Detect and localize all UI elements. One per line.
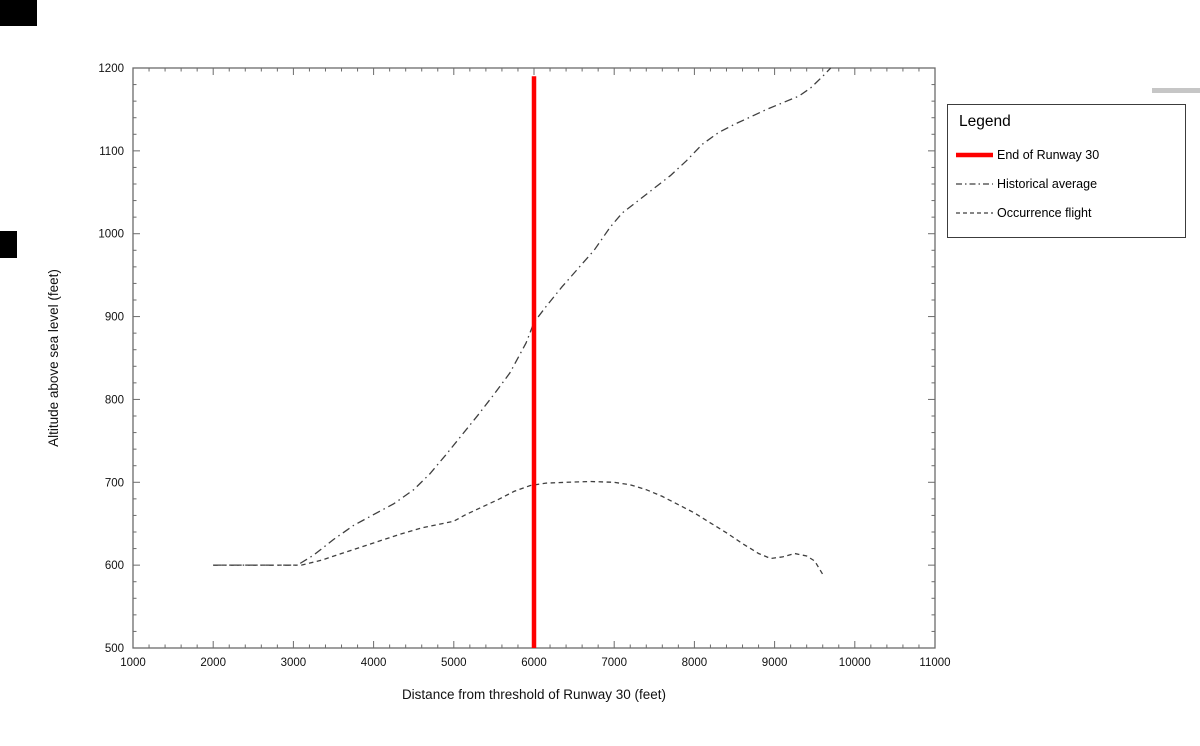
svg-text:800: 800 [105,394,124,406]
svg-text:600: 600 [105,560,124,572]
svg-text:700: 700 [105,477,124,489]
svg-text:1200: 1200 [98,63,124,75]
scan-artifact-left-edge [0,231,17,258]
svg-text:1000: 1000 [98,229,124,241]
x-tick-labels: 1000 2000 3000 4000 5000 6000 7000 8000 9000 1000… [120,657,950,669]
svg-text:5000: 5000 [441,657,467,669]
legend-label-occurrence-flight: Occurrence flight [997,205,1092,220]
svg-text:500: 500 [105,643,124,655]
legend-item-end-of-runway: End of Runway 30 [956,140,1177,169]
svg-text:1100: 1100 [99,146,124,158]
svg-text:10000: 10000 [839,657,871,669]
occurrence-flight-line-sample [956,211,993,214]
legend-title: Legend [959,113,1011,130]
svg-text:3000: 3000 [281,657,307,669]
legend-label-end-of-runway: End of Runway 30 [997,147,1100,162]
legend-item-historical-average: Historical average [956,169,1177,198]
svg-text:9000: 9000 [762,657,788,669]
series-historical-average [213,67,832,566]
svg-text:2000: 2000 [200,657,226,669]
svg-text:900: 900 [105,312,124,324]
svg-text:7000: 7000 [601,657,627,669]
scan-artifact-right-edge [1152,88,1200,93]
svg-text:1000: 1000 [120,657,146,669]
svg-text:8000: 8000 [682,657,708,669]
legend-item-occurrence-flight: Occurrence flight [956,198,1177,227]
y-tick-labels: 500 600 700 800 900 1000 1100 1200 [98,63,124,655]
end-of-runway-line-sample [956,152,993,157]
scan-artifact-top-left [0,0,37,26]
y-axis-title: Altitude above sea level (feet) [46,269,61,447]
historical-average-line-sample [956,182,993,185]
svg-text:11000: 11000 [919,657,950,669]
legend: Legend End of Runway 30 Historical avera… [947,104,1186,238]
svg-text:4000: 4000 [361,657,387,669]
axis-ticks [132,67,936,649]
svg-text:6000: 6000 [521,657,547,669]
x-axis-title: Distance from threshold of Runway 30 (fe… [402,687,666,702]
legend-label-historical-average: Historical average [997,176,1098,191]
